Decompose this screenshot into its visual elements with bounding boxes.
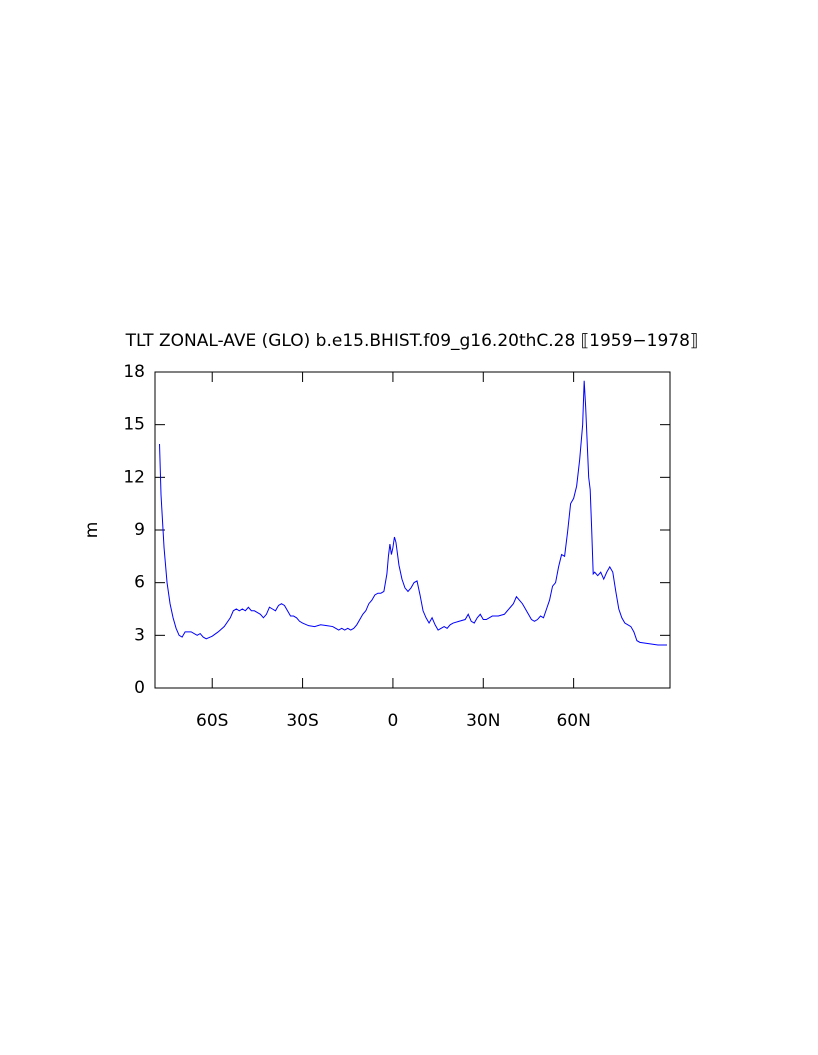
y-tick-label: 15	[123, 415, 145, 435]
x-tick-label: 0	[388, 711, 399, 731]
data-line	[159, 380, 667, 646]
y-tick-label: 6	[134, 573, 145, 593]
x-tick-label: 60N	[556, 711, 590, 731]
x-tick-label: 30S	[286, 711, 318, 731]
y-tick-label: 0	[134, 678, 145, 698]
x-tick-label: 60S	[196, 711, 228, 731]
y-tick-label: 12	[123, 467, 145, 487]
y-tick-label: 18	[123, 362, 145, 382]
y-tick-label: 3	[134, 625, 145, 645]
plot-frame	[154, 371, 671, 689]
x-tick-label: 30N	[466, 711, 500, 731]
chart-title: TLT ZONAL-AVE (GLO) b.e15.BHIST.f09_g16.…	[125, 331, 699, 351]
y-tick-label: 9	[134, 520, 145, 540]
y-axis-label: m	[82, 522, 102, 539]
